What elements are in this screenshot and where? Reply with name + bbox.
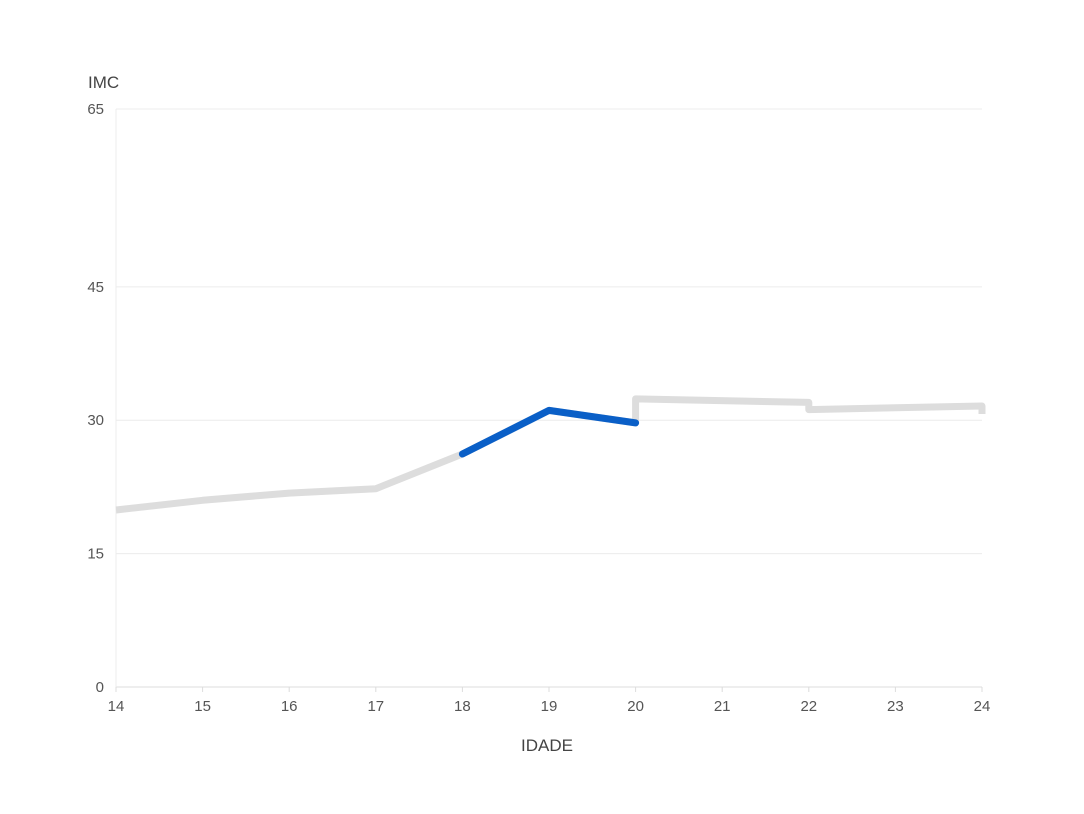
x-tick-label: 15 bbox=[194, 698, 211, 715]
y-tick-label: 0 bbox=[96, 679, 104, 696]
series-line-highlight bbox=[458, 406, 640, 458]
series-line-gray bbox=[115, 395, 986, 514]
y-axis-title: IMC bbox=[88, 73, 119, 92]
y-tick-label: 65 bbox=[87, 101, 104, 118]
x-tick-label: 17 bbox=[367, 698, 384, 715]
x-axis-title: IDADE bbox=[521, 736, 573, 755]
x-tick-label: 20 bbox=[627, 698, 644, 715]
x-tick-label: 23 bbox=[887, 698, 904, 715]
x-tick-label: 24 bbox=[974, 698, 991, 715]
x-tick-label: 21 bbox=[714, 698, 731, 715]
x-tick-labels: 14 15 16 17 18 19 20 21 22 23 24 bbox=[108, 698, 991, 715]
x-tick-label: 16 bbox=[281, 698, 298, 715]
x-tick-label: 18 bbox=[454, 698, 471, 715]
y-tick-label: 30 bbox=[87, 412, 104, 429]
x-tick-label: 19 bbox=[541, 698, 558, 715]
y-tick-labels: 0 15 30 45 65 bbox=[87, 101, 104, 696]
y-tick-label: 45 bbox=[87, 279, 104, 296]
x-tick-label: 14 bbox=[108, 698, 125, 715]
grid-lines bbox=[115, 108, 983, 692]
series-lines bbox=[115, 395, 986, 514]
x-tick-label: 22 bbox=[800, 698, 817, 715]
y-tick-label: 15 bbox=[87, 546, 104, 563]
